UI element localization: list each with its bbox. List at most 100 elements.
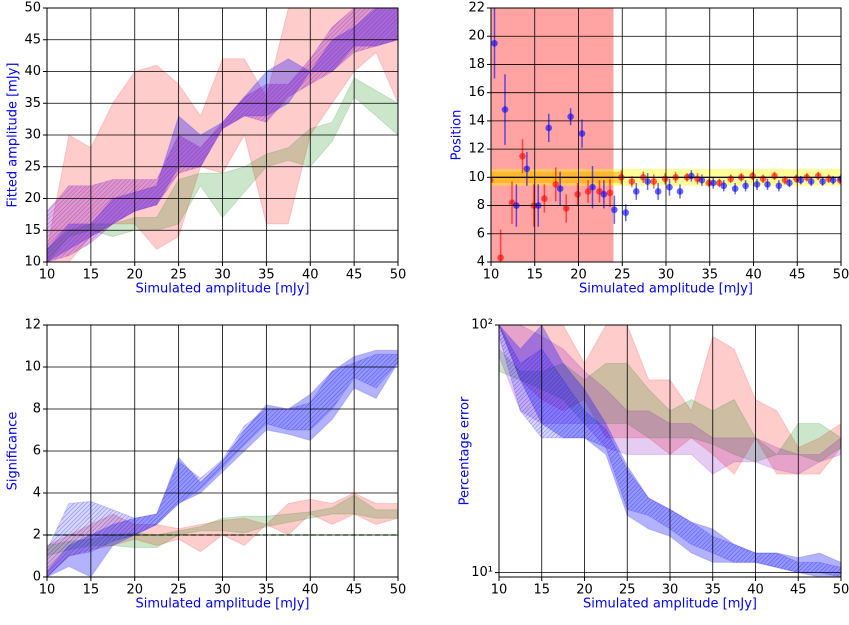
data-point: [771, 173, 778, 180]
data-point: [797, 177, 804, 184]
y-tick-label: 16: [468, 85, 485, 100]
y-tick-label: 10¹: [471, 565, 493, 580]
x-axis-label: Simulated amplitude [mJy]: [583, 597, 757, 612]
x-tick-label: 50: [390, 583, 407, 598]
y-tick-label: 14: [468, 113, 485, 128]
data-point: [545, 125, 552, 132]
data-point: [815, 173, 822, 180]
data-point: [567, 113, 574, 120]
x-tick-label: 15: [83, 583, 100, 598]
x-tick-label: 20: [126, 268, 143, 283]
y-axis-label: Percentage error: [458, 396, 473, 505]
y-tick-label: 25: [24, 159, 41, 174]
x-tick-label: 20: [576, 583, 593, 598]
data-point: [662, 175, 669, 182]
x-tick-label: 10: [491, 583, 508, 598]
data-point: [629, 178, 636, 185]
y-tick-label: 50: [24, 1, 41, 16]
y-tick-label: 6: [33, 444, 41, 459]
x-tick-label: 30: [214, 268, 231, 283]
data-point: [710, 180, 717, 187]
y-axis-label: Significance: [6, 412, 21, 491]
data-point: [732, 185, 739, 192]
x-tick-label: 40: [745, 268, 762, 283]
data-point: [497, 254, 504, 261]
data-point: [524, 166, 531, 173]
x-tick-label: 15: [83, 268, 100, 283]
data-point: [830, 177, 837, 184]
y-tick-label: 18: [468, 57, 485, 72]
x-tick-label: 25: [619, 583, 636, 598]
x-tick-label: 15: [526, 268, 543, 283]
y-tick-label: 20: [468, 29, 485, 44]
y-axis-label: Position: [450, 110, 465, 161]
x-tick-label: 35: [258, 268, 275, 283]
data-point: [742, 183, 749, 190]
y-tick-label: 45: [24, 32, 41, 47]
data-point: [720, 183, 727, 190]
y-tick-label: 35: [24, 96, 41, 111]
data-point: [644, 178, 651, 185]
x-tick-label: 40: [302, 583, 319, 598]
y-tick-label: 12: [24, 318, 41, 333]
data-point: [764, 181, 771, 188]
x-tick-label: 35: [258, 583, 275, 598]
y-tick-label: 0: [33, 570, 41, 585]
y-tick-label: 8: [33, 402, 41, 417]
y-tick-label: 10: [468, 170, 485, 185]
data-point: [611, 206, 618, 213]
x-tick-label: 20: [126, 583, 143, 598]
y-tick-label: 30: [24, 128, 41, 143]
x-tick-label: 50: [833, 268, 849, 283]
x-tick-label: 10: [483, 268, 500, 283]
x-tick-label: 30: [214, 583, 231, 598]
x-tick-label: 45: [790, 583, 807, 598]
y-tick-label: 6: [477, 226, 485, 241]
x-tick-label: 10: [39, 268, 56, 283]
y-tick-label: 22: [468, 1, 485, 16]
data-point: [688, 173, 695, 180]
y-tick-label: 8: [477, 198, 485, 213]
x-tick-label: 45: [346, 268, 363, 283]
data-point: [541, 195, 548, 202]
x-tick-label: 40: [747, 583, 764, 598]
data-point: [699, 177, 706, 184]
y-tick-label: 10: [24, 255, 41, 270]
data-point: [760, 175, 767, 182]
x-tick-label: 20: [570, 268, 587, 283]
data-point: [519, 153, 526, 160]
data-point: [666, 184, 673, 191]
x-tick-label: 25: [170, 268, 187, 283]
x-tick-label: 25: [170, 583, 187, 598]
y-tick-label: 12: [468, 142, 485, 157]
y-tick-label: 10²: [471, 318, 493, 333]
data-point: [622, 209, 629, 216]
y-axis-label: Fitted amplitude [mJy]: [6, 63, 21, 208]
x-axis-label: Simulated amplitude [mJy]: [579, 282, 753, 297]
data-point: [677, 188, 684, 195]
y-tick-label: 4: [33, 486, 41, 501]
x-tick-label: 40: [302, 268, 319, 283]
data-point: [557, 185, 564, 192]
x-tick-label: 25: [614, 268, 631, 283]
data-point: [633, 188, 640, 195]
x-tick-label: 10: [39, 583, 56, 598]
x-tick-label: 15: [533, 583, 550, 598]
data-point: [819, 178, 826, 185]
data-point: [502, 106, 509, 113]
x-axis-label: Simulated amplitude [mJy]: [136, 282, 310, 297]
x-tick-label: 50: [390, 268, 407, 283]
data-point: [749, 173, 756, 180]
data-point: [727, 175, 734, 182]
data-point: [808, 178, 815, 185]
x-tick-label: 30: [658, 268, 675, 283]
data-point: [574, 191, 581, 198]
data-point: [601, 191, 608, 198]
data-point: [579, 130, 586, 137]
data-point: [589, 184, 596, 191]
x-tick-label: 35: [701, 268, 718, 283]
